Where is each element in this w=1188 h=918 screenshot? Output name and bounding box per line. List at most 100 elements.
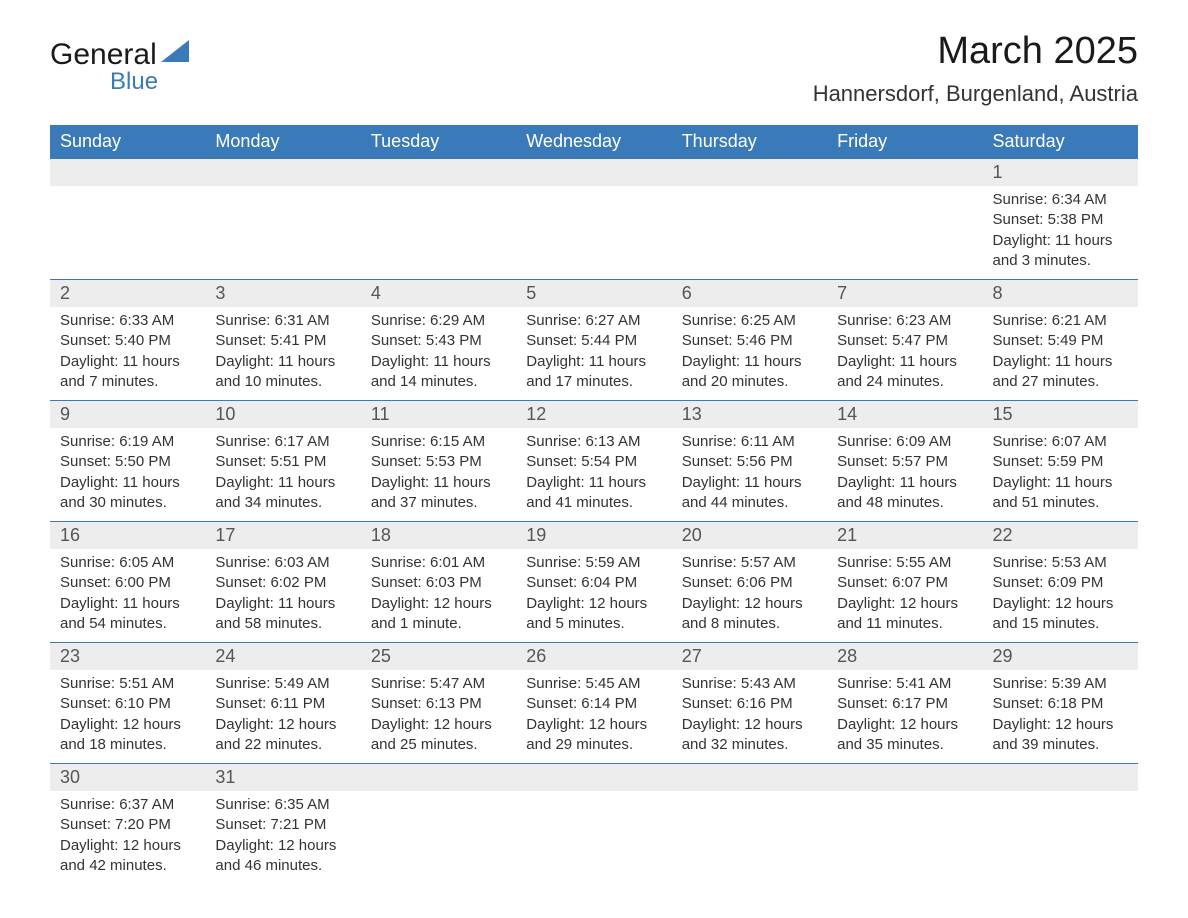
day-detail-cell: Sunrise: 6:19 AMSunset: 5:50 PMDaylight:… — [50, 428, 205, 522]
sunrise-text: Sunrise: 6:37 AM — [60, 795, 195, 815]
sunset-text: Sunset: 6:00 PM — [60, 573, 195, 593]
sunrise-text: Sunrise: 6:35 AM — [215, 795, 350, 815]
day-detail-cell — [827, 186, 982, 280]
sunset-text: Sunset: 6:10 PM — [60, 694, 195, 714]
day-detail-cell: Sunrise: 6:35 AMSunset: 7:21 PMDaylight:… — [205, 791, 360, 884]
daylight-text: Daylight: 11 hours and 27 minutes. — [993, 352, 1128, 393]
calendar-table: Sunday Monday Tuesday Wednesday Thursday… — [50, 125, 1138, 884]
day-detail-cell — [50, 186, 205, 280]
daylight-text: Daylight: 11 hours and 58 minutes. — [215, 594, 350, 635]
daylight-text: Daylight: 12 hours and 42 minutes. — [60, 836, 195, 877]
daynum-row: 9101112131415 — [50, 401, 1138, 429]
daylight-text: Daylight: 12 hours and 22 minutes. — [215, 715, 350, 756]
daylight-text: Daylight: 11 hours and 24 minutes. — [837, 352, 972, 393]
day-number-cell — [672, 159, 827, 187]
sunset-text: Sunset: 6:06 PM — [682, 573, 817, 593]
day-number-cell: 28 — [827, 643, 982, 671]
day-detail-cell: Sunrise: 6:21 AMSunset: 5:49 PMDaylight:… — [983, 307, 1138, 401]
day-number-cell: 4 — [361, 280, 516, 308]
sunset-text: Sunset: 6:14 PM — [526, 694, 661, 714]
day-number-cell — [516, 764, 671, 792]
sunrise-text: Sunrise: 5:47 AM — [371, 674, 506, 694]
daylight-text: Daylight: 11 hours and 37 minutes. — [371, 473, 506, 514]
day-detail-cell: Sunrise: 6:05 AMSunset: 6:00 PMDaylight:… — [50, 549, 205, 643]
sunset-text: Sunset: 5:56 PM — [682, 452, 817, 472]
day-number-cell: 10 — [205, 401, 360, 429]
sunset-text: Sunset: 7:21 PM — [215, 815, 350, 835]
sunrise-text: Sunrise: 5:45 AM — [526, 674, 661, 694]
sunset-text: Sunset: 5:44 PM — [526, 331, 661, 351]
day-detail-cell: Sunrise: 5:45 AMSunset: 6:14 PMDaylight:… — [516, 670, 671, 764]
day-detail-cell: Sunrise: 6:17 AMSunset: 5:51 PMDaylight:… — [205, 428, 360, 522]
logo-word2: Blue — [110, 70, 158, 94]
day-detail-cell: Sunrise: 6:29 AMSunset: 5:43 PMDaylight:… — [361, 307, 516, 401]
day-number-cell — [516, 159, 671, 187]
weekday-header-row: Sunday Monday Tuesday Wednesday Thursday… — [50, 125, 1138, 159]
day-detail-cell: Sunrise: 6:33 AMSunset: 5:40 PMDaylight:… — [50, 307, 205, 401]
detail-row: Sunrise: 6:34 AMSunset: 5:38 PMDaylight:… — [50, 186, 1138, 280]
day-number-cell: 23 — [50, 643, 205, 671]
sunrise-text: Sunrise: 6:13 AM — [526, 432, 661, 452]
triangle-icon — [161, 40, 189, 67]
sunset-text: Sunset: 5:43 PM — [371, 331, 506, 351]
detail-row: Sunrise: 5:51 AMSunset: 6:10 PM Daylight:… — [50, 670, 1138, 764]
daylight-text: Daylight: 11 hours and 41 minutes. — [526, 473, 661, 514]
header: General Blue March 2025 Hannersdorf, Bur… — [50, 30, 1138, 107]
weekday-header: Sunday — [50, 125, 205, 159]
daylight-text: Daylight: 12 hours and 5 minutes. — [526, 594, 661, 635]
day-detail-cell: Sunrise: 6:09 AMSunset: 5:57 PMDaylight:… — [827, 428, 982, 522]
day-number-cell: 12 — [516, 401, 671, 429]
sunrise-text: Sunrise: 6:25 AM — [682, 311, 817, 331]
sunset-text: Sunset: 6:07 PM — [837, 573, 972, 593]
sunrise-text: Sunrise: 5:49 AM — [215, 674, 350, 694]
day-detail-cell: Sunrise: 5:55 AMSunset: 6:07 PMDaylight:… — [827, 549, 982, 643]
sunrise-text: Sunrise: 6:27 AM — [526, 311, 661, 331]
detail-row: Sunrise: 6:05 AMSunset: 6:00 PMDaylight:… — [50, 549, 1138, 643]
day-number-cell: 25 — [361, 643, 516, 671]
sunrise-text: Sunrise: 6:17 AM — [215, 432, 350, 452]
day-number-cell: 26 — [516, 643, 671, 671]
sunrise-text: Sunrise: 6:01 AM — [371, 553, 506, 573]
day-detail-cell — [361, 186, 516, 280]
sunset-text: Sunset: 6:04 PM — [526, 573, 661, 593]
sunrise-text: Sunrise: 5:59 AM — [526, 553, 661, 573]
day-detail-cell: Sunrise: 5:57 AMSunset: 6:06 PMDaylight:… — [672, 549, 827, 643]
sunrise-text: Sunrise: 5:55 AM — [837, 553, 972, 573]
day-detail-cell — [983, 791, 1138, 884]
weekday-header: Wednesday — [516, 125, 671, 159]
sunrise-text: Sunrise: 6:31 AM — [215, 311, 350, 331]
detail-row: Sunrise: 6:19 AMSunset: 5:50 PMDaylight:… — [50, 428, 1138, 522]
sunrise-text: Sunrise: 5:39 AM — [993, 674, 1128, 694]
sunset-text: Sunset: 6:02 PM — [215, 573, 350, 593]
sunset-text: Sunset: 7:20 PM — [60, 815, 195, 835]
daylight-text: Daylight: 12 hours and 15 minutes. — [993, 594, 1128, 635]
day-number-cell — [361, 764, 516, 792]
day-detail-cell: Sunrise: 5:39 AMSunset: 6:18 PMDaylight:… — [983, 670, 1138, 764]
day-detail-cell — [672, 186, 827, 280]
day-number-cell: 31 — [205, 764, 360, 792]
day-detail-cell — [516, 186, 671, 280]
sunset-text: Sunset: 6:11 PM — [215, 694, 350, 714]
day-detail-cell: Sunrise: 6:27 AMSunset: 5:44 PMDaylight:… — [516, 307, 671, 401]
day-number-cell: 30 — [50, 764, 205, 792]
detail-row: Sunrise: 6:37 AMSunset: 7:20 PMDaylight:… — [50, 791, 1138, 884]
detail-row: Sunrise: 6:33 AMSunset: 5:40 PMDaylight:… — [50, 307, 1138, 401]
sunrise-text: Sunrise: 6:15 AM — [371, 432, 506, 452]
sunset-text: Sunset: 6:16 PM — [682, 694, 817, 714]
day-number-cell: 1 — [983, 159, 1138, 187]
sunset-text: Sunset: 5:51 PM — [215, 452, 350, 472]
day-number-cell — [361, 159, 516, 187]
sunset-text: Sunset: 5:47 PM — [837, 331, 972, 351]
day-detail-cell: Sunrise: 6:07 AMSunset: 5:59 PMDaylight:… — [983, 428, 1138, 522]
day-number-cell: 11 — [361, 401, 516, 429]
sunset-text: Sunset: 5:49 PM — [993, 331, 1128, 351]
day-detail-cell: Sunrise: 6:25 AMSunset: 5:46 PMDaylight:… — [672, 307, 827, 401]
logo-word1: General — [50, 38, 157, 71]
month-title: March 2025 — [813, 30, 1138, 73]
sunrise-text: Sunrise: 6:19 AM — [60, 432, 195, 452]
day-number-cell: 5 — [516, 280, 671, 308]
day-detail-cell: Sunrise: 6:13 AMSunset: 5:54 PMDaylight:… — [516, 428, 671, 522]
sunrise-text: Sunrise: 5:51 AM — [60, 674, 195, 694]
daylight-text: Daylight: 12 hours and 35 minutes. — [837, 715, 972, 756]
day-number-cell: 9 — [50, 401, 205, 429]
